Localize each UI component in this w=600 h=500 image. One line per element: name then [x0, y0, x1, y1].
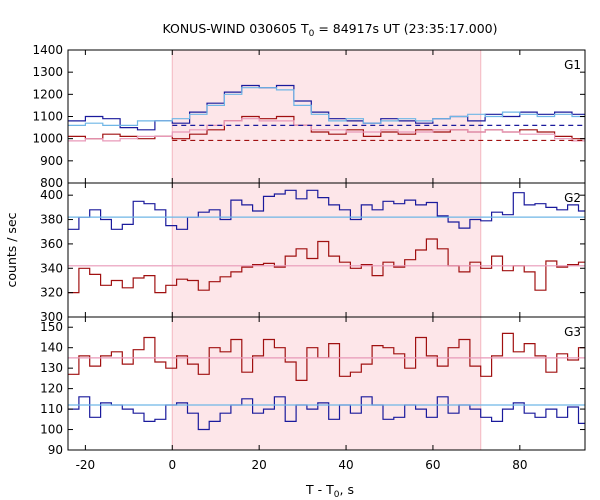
- x-tick-label-80: 80: [512, 458, 527, 472]
- xlabel-sub: 0: [334, 490, 340, 500]
- y-tick-label-g2-340: 340: [40, 261, 63, 275]
- panel-g2: 300 320 340 360 380 400 G2: [40, 182, 586, 324]
- title-rest: = 84917s UT (23:35:17.000): [314, 21, 497, 36]
- interval-shade-g3: [172, 317, 481, 450]
- series-g1-g1-pink: [68, 118, 585, 142]
- panel-frame-g3: [67, 316, 586, 451]
- y-tick-label-g3-120: 120: [40, 382, 63, 396]
- y-tick-label-g1-1100: 1100: [32, 110, 63, 124]
- series-g1-g1-light-blue: [68, 87, 585, 126]
- panels: 80090010001100120013001400G1300320340360…: [32, 43, 586, 472]
- y-tick-label-g2-300: 300: [40, 310, 63, 324]
- x-tick-label--20: -20: [76, 458, 96, 472]
- series-group-g1: [68, 84, 585, 142]
- y-tick-label-g1-1400: 1400: [32, 43, 63, 57]
- panel-label-g1: G1: [564, 58, 581, 72]
- x-tick-label-40: 40: [338, 458, 353, 472]
- y-tick-label-g1-1000: 1000: [32, 132, 63, 146]
- panel-g1: 800 900 1000 1100 1200 1300 1400 G1: [32, 43, 586, 190]
- panel-g3: 90 100 110 120 130 140 150 G3: [40, 316, 586, 457]
- y-axis-label: counts / sec: [4, 212, 19, 287]
- y-tick-label-g3-140: 140: [40, 341, 63, 355]
- y-tick-label-g2-320: 320: [40, 286, 63, 300]
- y-tick-label-g2-380: 380: [40, 213, 63, 227]
- x-tick-label-20: 20: [252, 458, 267, 472]
- y-tick-label-g2-360: 360: [40, 237, 63, 251]
- series-group-g2: [68, 189, 585, 294]
- y-tick-label-g3-90: 90: [48, 443, 63, 457]
- interval-shade-g2: [172, 183, 481, 317]
- panel-label-g3: G3: [564, 325, 581, 339]
- title-main: KONUS-WIND 030605 T: [162, 21, 308, 36]
- x-tick-label-60: 60: [425, 458, 440, 472]
- y-tick-label-g1-900: 900: [40, 154, 63, 168]
- y-tick-label-g1-1200: 1200: [32, 87, 63, 101]
- interval-shade-g1: [172, 50, 481, 183]
- series-group-g3: [68, 332, 585, 431]
- xlabel-main: T - T: [305, 482, 334, 497]
- title-sub: 0: [309, 29, 315, 39]
- series-g2-g2-dark-blue: [68, 189, 585, 230]
- panel-label-g2: G2: [564, 191, 581, 205]
- x-tick-label-0: 0: [168, 458, 176, 472]
- y-tick-label-g3-150: 150: [40, 320, 63, 334]
- chart-title: KONUS-WIND 030605 T0 = 84917s UT (23:35:…: [162, 21, 497, 39]
- xlabel-rest: , s: [340, 482, 354, 497]
- y-tick-label-g3-100: 100: [40, 423, 63, 437]
- series-g1-g1-dark-blue: [68, 84, 585, 131]
- series-g2-g2-dark-red: [68, 238, 585, 294]
- x-axis-label: T - T0, s: [305, 482, 354, 500]
- y-tick-label-g2-400: 400: [40, 188, 63, 202]
- series-g1-g1-dark-red: [68, 115, 585, 140]
- series-g3-g3-dark-red: [68, 332, 585, 381]
- y-tick-label-g3-130: 130: [40, 361, 63, 375]
- series-g3-g3-dark-blue: [68, 396, 585, 431]
- y-tick-label-g1-800: 800: [40, 176, 63, 190]
- y-tick-label-g3-110: 110: [40, 402, 63, 416]
- y-tick-label-g1-1300: 1300: [32, 65, 63, 79]
